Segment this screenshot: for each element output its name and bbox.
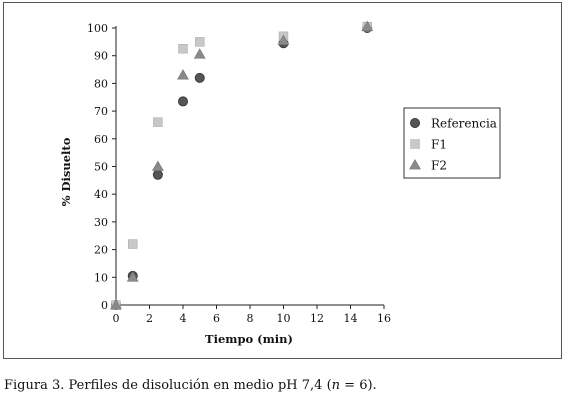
y-tick-label: 80 xyxy=(94,77,108,90)
data-points xyxy=(110,20,374,310)
figure-frame xyxy=(3,2,562,359)
legend-marker-f2 xyxy=(409,158,421,170)
y-tick-label: 50 xyxy=(94,161,108,174)
data-point-f2 xyxy=(277,34,290,45)
x-tick-label: 4 xyxy=(180,312,187,325)
y-tick-label: 90 xyxy=(94,50,108,63)
y-tick-label: 100 xyxy=(87,22,108,35)
axes: 0 10 20 30 40 50 60 70 80 90 100 0 2 4 6 8 10 12 14 16 xyxy=(87,22,391,325)
data-point-f2 xyxy=(110,298,122,310)
x-tick-label: 12 xyxy=(310,312,324,325)
y-tick-label: 60 xyxy=(94,133,108,146)
data-point-f2 xyxy=(177,69,189,80)
y-tick-label: 0 xyxy=(101,299,108,312)
y-tick-label: 40 xyxy=(94,188,108,201)
data-point-f2 xyxy=(126,271,139,282)
legend-label-f2: F2 xyxy=(431,159,447,173)
x-tick-label: 10 xyxy=(277,312,291,325)
series-f1 xyxy=(111,21,372,310)
y-tick-label: 30 xyxy=(94,216,108,229)
caption-prefix: Figura 3. Perfiles de disolución en medi… xyxy=(4,378,332,393)
data-point-f2 xyxy=(361,20,374,31)
legend: Referencia F1 F2 xyxy=(403,107,501,179)
legend-marker-referencia xyxy=(409,118,420,129)
x-tick-label: 0 xyxy=(113,312,120,325)
x-tick-label: 2 xyxy=(146,312,153,325)
x-tick-label: 6 xyxy=(213,312,220,325)
data-point-referencia xyxy=(177,96,188,107)
dissolution-scatter-chart: 0 10 20 30 40 50 60 70 80 90 100 0 2 4 6 8 10 12 14 16 Tiem… xyxy=(59,20,501,346)
data-point-f1 xyxy=(195,37,205,47)
caption-suffix: = 6). xyxy=(340,378,377,393)
data-point-referencia xyxy=(152,169,163,180)
y-axis-title: % Disuelto xyxy=(59,137,73,206)
caption-n-symbol: n xyxy=(331,378,341,393)
legend-box xyxy=(403,107,501,179)
data-point-f2 xyxy=(151,160,164,171)
figure-caption: Figura 3. Perfiles de disolución en medi… xyxy=(4,378,377,393)
data-point-f2 xyxy=(193,48,206,59)
y-tick-label: 70 xyxy=(94,105,108,118)
x-tick-label: 16 xyxy=(377,312,391,325)
data-point-referencia xyxy=(194,72,205,83)
legend-label-referencia: Referencia xyxy=(431,117,497,131)
data-point-f1 xyxy=(178,44,188,54)
x-tick-label: 8 xyxy=(247,312,254,325)
y-tick-label: 20 xyxy=(94,244,108,257)
data-point-f1 xyxy=(128,239,138,249)
legend-label-f1: F1 xyxy=(431,138,447,152)
y-tick-label: 10 xyxy=(94,271,108,284)
x-tick-label: 14 xyxy=(344,312,358,325)
data-point-f1 xyxy=(153,117,163,127)
series-referencia xyxy=(111,22,373,310)
x-axis-title: Tiempo (min) xyxy=(205,332,293,346)
legend-marker-f1 xyxy=(410,139,420,149)
series-f2 xyxy=(110,20,374,310)
